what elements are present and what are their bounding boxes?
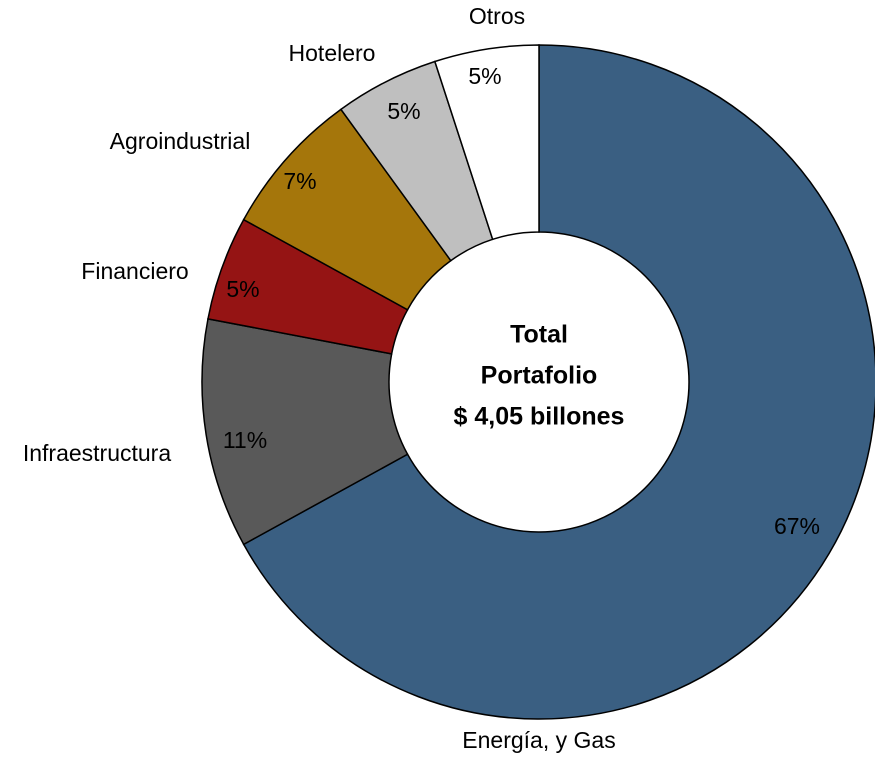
category-label: Energía, y Gas [462,727,615,753]
value-label: 5% [387,98,420,124]
category-label: Infraestructura [23,440,171,466]
category-label: Agroindustrial [110,128,251,154]
donut-slice [201,317,409,546]
value-label: 5% [468,63,501,89]
donut-slice [242,44,875,720]
center-text: Portafolio [481,362,598,390]
center-text: $ 4,05 billones [454,403,625,431]
donut-slice [433,44,540,241]
center-text: Total [510,321,568,349]
category-label: Hotelero [289,40,376,66]
value-label: 67% [774,513,820,539]
category-label: Otros [469,3,525,29]
value-label: 11% [223,427,267,453]
value-label: 5% [226,276,259,302]
category-label: Financiero [81,258,188,284]
value-label: 7% [283,168,316,194]
